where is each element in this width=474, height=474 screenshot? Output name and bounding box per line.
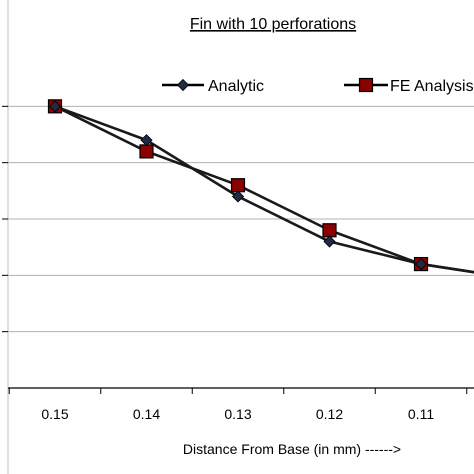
legend-label-fe-analysis: FE Analysis [390, 78, 474, 95]
series-group [54, 105, 474, 274]
legend: Analytic FE Analysis [162, 77, 474, 95]
legend-marker-analytic [176, 78, 190, 92]
analytic-point [231, 190, 245, 203]
x-tick-label: 0.11 [408, 406, 434, 422]
gridlines [8, 105, 474, 333]
analytic-point [48, 100, 62, 113]
x-tick-label: 0.14 [133, 406, 160, 422]
chart-title: Fin with 10 perforations [190, 16, 356, 33]
series-line-fe-analysis [54, 105, 474, 274]
x-tick-label: 0.12 [316, 406, 343, 422]
x-tick-labels: 0.15 0.14 0.13 0.12 0.11 [41, 406, 434, 422]
markers-group [47, 99, 429, 272]
legend-label-analytic: Analytic [208, 78, 264, 95]
x-tick-label: 0.15 [41, 406, 68, 422]
analytic-point [414, 258, 428, 271]
fe-analysis-point [139, 144, 154, 159]
legend-marker-fe-analysis [358, 77, 374, 93]
x-tick-label: 0.13 [224, 406, 251, 422]
analytic-point [140, 134, 153, 147]
x-axis-label: Distance From Base (in mm) ------> [183, 441, 401, 457]
analytic-point [323, 235, 336, 248]
fe-analysis-point [322, 223, 337, 238]
fe-analysis-point [230, 178, 246, 193]
axes [2, 105, 474, 394]
